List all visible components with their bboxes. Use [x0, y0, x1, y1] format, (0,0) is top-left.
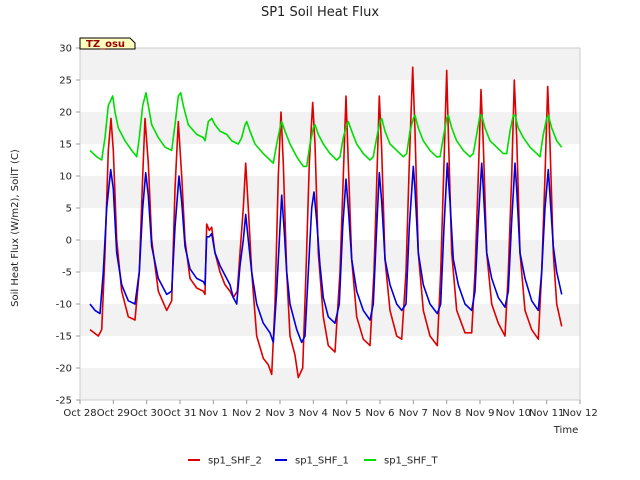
grid-band	[80, 144, 580, 176]
y-tick-label: 10	[59, 172, 72, 183]
y-tick-label: -15	[56, 332, 72, 343]
y-tick-label: -5	[62, 268, 72, 279]
grid-band	[80, 48, 580, 80]
grid-band	[80, 368, 580, 400]
series-line-sp1_SHF_1	[89, 162, 563, 344]
grid-band	[80, 176, 580, 208]
y-tick-label: 0	[66, 236, 72, 247]
grid-band	[80, 208, 580, 240]
x-tick-label: Nov 12	[562, 408, 597, 419]
y-tick-label: 5	[66, 204, 72, 215]
x-axis-label: Time	[553, 425, 578, 436]
y-axis-ticks: -25 -20 -15 -10 -5 0 5 10 15 20 25 30	[56, 44, 80, 407]
y-tick-label: -20	[56, 364, 72, 375]
series-line-sp1_SHF_T	[89, 92, 563, 168]
y-tick-label: -10	[56, 300, 72, 311]
x-tick-label: Nov 2	[232, 408, 261, 419]
tz-badge-shape	[79, 37, 136, 50]
legend-label: sp1_SHF_1	[295, 456, 349, 467]
x-axis-ticks: Oct 28 Oct 29 Oct 30 Oct 31 Nov 1 Nov 2 Nov 3 N…	[63, 400, 598, 419]
y-tick-label: -25	[56, 396, 72, 407]
tz-badge-label: TZ_osu	[86, 39, 125, 50]
tz-badge: TZ_osu	[79, 37, 136, 50]
chart-title: SP1 Soil Heat Flux	[261, 5, 379, 20]
x-tick-label: Oct 29	[97, 408, 130, 419]
legend-label: sp1_SHF_T	[384, 456, 439, 467]
y-tick-label: 25	[59, 76, 72, 87]
legend: sp1_SHF_2 sp1_SHF_1 sp1_SHF_T	[188, 456, 439, 467]
legend-label: sp1_SHF_2	[208, 456, 262, 467]
x-tick-label: Nov 5	[332, 408, 361, 419]
y-tick-label: 15	[59, 140, 72, 151]
series-lines	[89, 66, 563, 379]
x-tick-label: Oct 31	[163, 408, 196, 419]
y-axis-label: Soil Heat Flux (W/m2), SoilT (C)	[10, 149, 21, 307]
x-tick-label: Nov 9	[465, 408, 494, 419]
y-tick-label: 20	[59, 108, 72, 119]
x-tick-label: Nov 10	[496, 408, 531, 419]
x-tick-label: Nov 1	[199, 408, 228, 419]
x-tick-label: Nov 3	[265, 408, 294, 419]
x-tick-label: Nov 4	[299, 408, 328, 419]
grid-band	[80, 336, 580, 368]
grid-band	[80, 240, 580, 272]
grid-band	[80, 272, 580, 304]
grid-band	[80, 80, 580, 112]
x-tick-label: Nov 8	[432, 408, 461, 419]
y-tick-label: 30	[59, 44, 72, 55]
x-tick-label: Nov 11	[529, 408, 564, 419]
plot-frame	[79, 47, 581, 401]
x-tick-label: Oct 30	[130, 408, 163, 419]
grid-bands	[80, 48, 580, 400]
grid-band	[80, 112, 580, 144]
x-tick-label: Nov 7	[399, 408, 428, 419]
x-tick-label: Oct 28	[63, 408, 96, 419]
x-tick-label: Nov 6	[365, 408, 394, 419]
